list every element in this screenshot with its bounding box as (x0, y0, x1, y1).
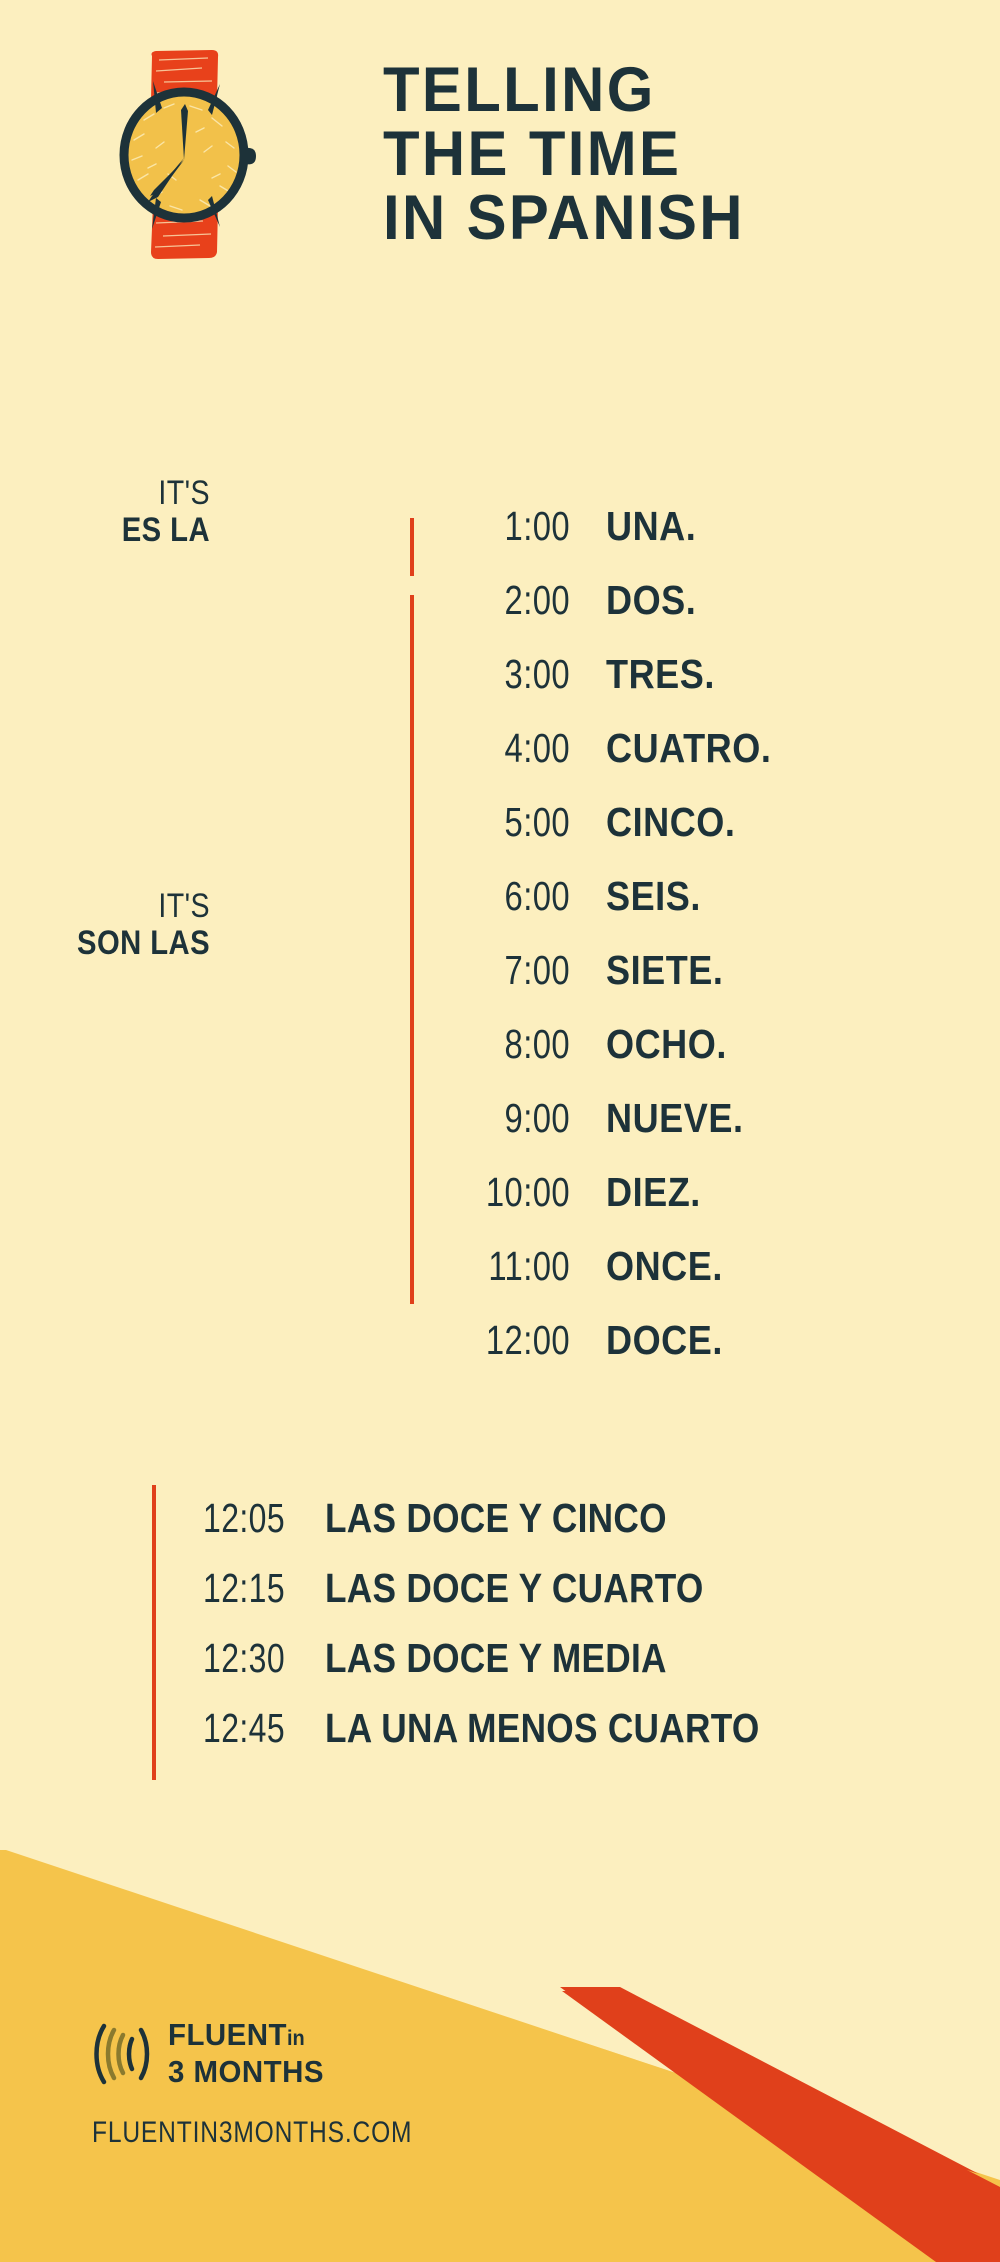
table-row: 3:00 TRES. (430, 651, 970, 725)
table-row: 8:00 OCHO. (430, 1021, 970, 1095)
hour-time: 6:00 (504, 873, 570, 919)
minute-time: 12:45 (203, 1705, 285, 1751)
hour-time: 7:00 (504, 947, 570, 993)
table-row: 12:00 DOCE. (430, 1317, 970, 1391)
hour-spanish-word: CUATRO. (606, 725, 772, 771)
hour-time: 11:00 (488, 1243, 570, 1289)
divider-rule-minutes (152, 1485, 156, 1780)
title-line-3: IN SPANISH (383, 183, 745, 253)
hour-spanish-word: DOCE. (606, 1317, 723, 1363)
table-row: 11:00 ONCE. (430, 1243, 970, 1317)
minute-spanish-phrase: LA UNA MENOS CUARTO (325, 1705, 760, 1751)
table-row: 12:15 LAS DOCE Y CUARTO (175, 1565, 830, 1635)
hour-time: 12:00 (485, 1317, 570, 1363)
table-row: 7:00 SIETE. (430, 947, 970, 1021)
minute-time: 12:30 (203, 1635, 285, 1681)
minute-time: 12:05 (203, 1495, 285, 1541)
son-las-spanish-label: SON LAS (77, 924, 211, 962)
hour-spanish-word: UNA. (606, 503, 697, 549)
hours-table: IT'S ES LA IT'S SON LAS 1:00 UNA. 2:00 DOS.… (0, 455, 1000, 1395)
table-row: 5:00 CINCO. (430, 799, 970, 873)
minutes-table: 12:05 LAS DOCE Y CINCO 12:15 LAS DOCE Y CUA… (0, 1470, 1000, 1790)
hour-spanish-word: TRES. (606, 651, 715, 697)
table-row: 12:05 LAS DOCE Y CINCO (175, 1495, 830, 1565)
hour-spanish-word: OCHO. (606, 1021, 727, 1067)
sound-wave-icon (94, 2023, 150, 2085)
hour-time: 9:00 (504, 1095, 570, 1141)
divider-rule-plural (410, 595, 414, 1304)
group-label-es-la: IT'S ES LA (0, 475, 210, 549)
es-la-spanish-label: ES LA (121, 511, 210, 549)
hour-spanish-word: ONCE. (606, 1243, 723, 1289)
hour-time: 10:00 (485, 1169, 570, 1215)
page-title: TELLING THE TIME IN SPANISH (383, 58, 903, 250)
site-url[interactable]: FLUENTIN3MONTHS.COM (92, 2116, 413, 2149)
hour-time: 1:00 (504, 503, 570, 549)
table-row: 10:00 DIEZ. (430, 1169, 970, 1243)
hour-spanish-word: NUEVE. (606, 1095, 744, 1141)
table-row: 2:00 DOS. (430, 577, 970, 651)
hour-time: 8:00 (504, 1021, 570, 1067)
hour-time: 4:00 (504, 725, 570, 771)
hour-spanish-word: DIEZ. (606, 1169, 701, 1215)
minute-rows-list: 12:05 LAS DOCE Y CINCO 12:15 LAS DOCE Y CUA… (175, 1495, 830, 1775)
table-row: 1:00 UNA. (430, 503, 970, 577)
table-row: 9:00 NUEVE. (430, 1095, 970, 1169)
table-row: 12:45 LA UNA MENOS CUARTO (175, 1705, 830, 1775)
logo-fluent-text: FLUENT (168, 2017, 288, 2052)
minute-time: 12:15 (203, 1565, 285, 1611)
minute-spanish-phrase: LAS DOCE Y CINCO (325, 1495, 667, 1541)
header: TELLING THE TIME IN SPANISH (0, 0, 1000, 310)
table-row: 6:00 SEIS. (430, 873, 970, 947)
hour-spanish-word: SEIS. (606, 873, 701, 919)
logo-line-1: FLUENTin (168, 2019, 324, 2055)
footer: FLUENTin 3 MONTHS FLUENTIN3MONTHS.COM (0, 1850, 1000, 2262)
wristwatch-icon (104, 48, 314, 263)
hour-spanish-word: CINCO. (606, 799, 736, 845)
title-line-2: THE TIME (383, 119, 682, 189)
table-row: 12:30 LAS DOCE Y MEDIA (175, 1635, 830, 1705)
footer-branding: FLUENTin 3 MONTHS FLUENTIN3MONTHS.COM (92, 2018, 592, 2150)
minute-spanish-phrase: LAS DOCE Y MEDIA (325, 1635, 667, 1681)
title-line-1: TELLING (383, 55, 656, 125)
logo-line-2: 3 MONTHS (168, 2054, 324, 2089)
hour-spanish-word: DOS. (606, 577, 697, 623)
minute-spanish-phrase: LAS DOCE Y CUARTO (325, 1565, 704, 1611)
table-row: 4:00 CUATRO. (430, 725, 970, 799)
es-la-its-label: IT'S (158, 474, 210, 512)
hour-time: 3:00 (504, 651, 570, 697)
son-las-its-label: IT'S (158, 887, 210, 925)
hour-time: 2:00 (504, 577, 570, 623)
hour-spanish-word: SIETE. (606, 947, 724, 993)
divider-rule-singular (410, 518, 414, 576)
group-label-son-las: IT'S SON LAS (0, 888, 210, 962)
logo-in-text: in (287, 2027, 305, 2050)
hour-time: 5:00 (504, 799, 570, 845)
hour-rows-list: 1:00 UNA. 2:00 DOS. 3:00 TRES. 4:00 CUATRO. 5:00… (430, 503, 970, 1391)
